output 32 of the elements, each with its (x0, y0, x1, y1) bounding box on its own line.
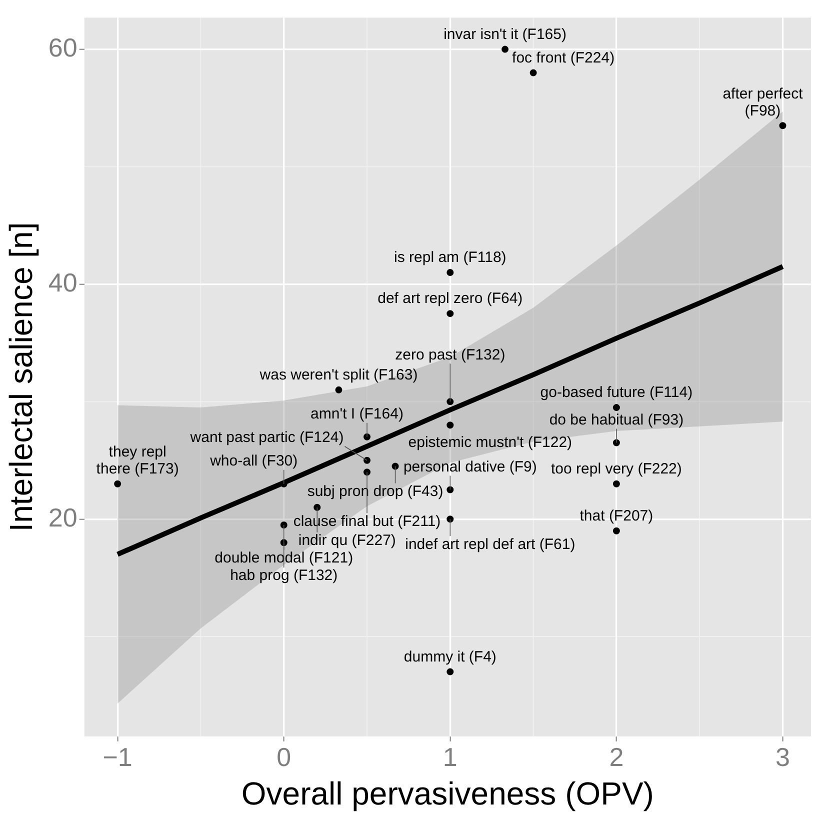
annotation: foc front (F224) (512, 49, 615, 66)
annotation: epistemic mustn't (F122) (408, 434, 572, 451)
annotation: was weren't split (F163) (258, 366, 418, 384)
annotation: go-based future (F114) (540, 384, 693, 402)
x-tick-label: 1 (442, 742, 458, 772)
annotation: hab prog (F132) (230, 567, 338, 584)
annotation: too repl very (F222) (550, 460, 682, 478)
annotation: that (F207) (580, 508, 654, 524)
x-tick-label: 2 (609, 742, 624, 772)
annotation: want past partic (F124) (189, 429, 344, 446)
y-axis-title: Interlectal salience [n] (3, 222, 40, 532)
annotation: do be habitual (F93) (549, 411, 684, 428)
x-tick-label: 0 (276, 742, 292, 772)
y-tick-label: 60 (48, 32, 78, 62)
annotation: subj pron drop (F43) (307, 482, 444, 500)
annotation: who-all (F30) (209, 452, 298, 470)
annotation: indef art repl def art (F61) (405, 536, 576, 553)
annotation: they repl there (F173) (96, 444, 179, 478)
annotation: indir qu (F227) (298, 532, 396, 550)
annotation: amn't I (F164) (310, 406, 404, 423)
y-tick-label: 20 (48, 502, 78, 532)
x-tick-label: 3 (775, 742, 790, 772)
annotation: is repl am (F118) (394, 249, 506, 266)
annotation: dummy it (F4) (404, 648, 496, 666)
x-axis-title: Overall pervasiveness (OPV) (241, 776, 654, 812)
annotation: invar isn't it (F165) (444, 26, 566, 43)
annotation: after perfect (F98) (722, 85, 804, 120)
x-tick-label: −1 (102, 742, 132, 772)
annotation: zero past (F132) (395, 346, 506, 364)
annotation: def art repl zero (F64) (378, 290, 523, 308)
annotation: personal dative (F9) (403, 458, 537, 476)
y-tick-label: 40 (48, 267, 78, 298)
